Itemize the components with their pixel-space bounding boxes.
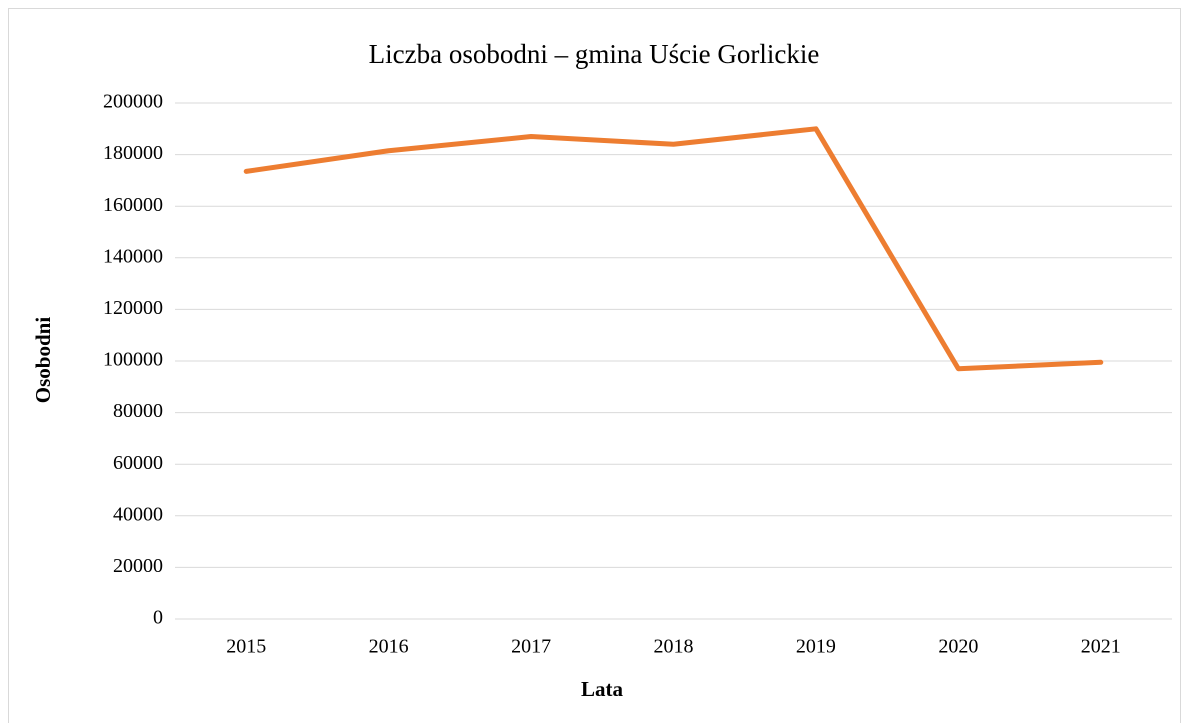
x-tick-label: 2017: [511, 636, 551, 658]
x-tick-label: 2015: [226, 636, 266, 658]
x-tick-label: 2018: [654, 636, 694, 658]
y-tick-label: 100000: [103, 349, 163, 371]
y-axis-label: Osobodni: [31, 317, 55, 404]
x-tick-label: 2020: [938, 636, 978, 658]
data-line: [243, 126, 1104, 372]
y-tick-label: 20000: [113, 555, 163, 577]
x-tick-label: 2021: [1081, 636, 1121, 658]
chart-title: Liczba osobodni – gmina Uście Gorlickie: [369, 39, 820, 69]
y-tick-label: 200000: [103, 91, 163, 113]
x-axis-label: Lata: [581, 677, 624, 701]
y-tick-label: 140000: [103, 245, 163, 267]
x-tick-label: 2016: [369, 636, 409, 658]
x-tick-label: 2019: [796, 636, 836, 658]
y-tick-label: 0: [153, 607, 163, 629]
y-tick-label: 120000: [103, 297, 163, 319]
y-tick-label: 180000: [103, 142, 163, 164]
y-tick-label: 60000: [113, 452, 163, 474]
y-tick-label: 40000: [113, 503, 163, 525]
y-tick-label: 160000: [103, 194, 163, 216]
y-tick-label: 80000: [113, 400, 163, 422]
